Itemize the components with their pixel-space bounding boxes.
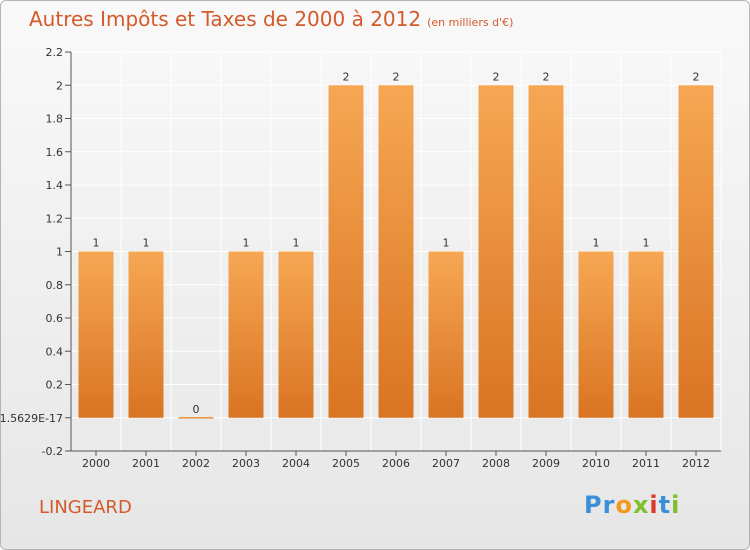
x-tick-label-2007: 2007 (432, 457, 460, 470)
bar-2008 (478, 85, 514, 418)
logo-letter: r (602, 491, 616, 519)
bar-2003 (228, 251, 264, 418)
data-label-2000: 1 (93, 237, 100, 250)
data-label-2007: 1 (443, 237, 450, 250)
bar-2007 (428, 251, 464, 418)
data-label-2008: 2 (493, 70, 500, 83)
y-tick-label: 0.4 (46, 345, 64, 358)
data-label-2004: 1 (293, 237, 300, 250)
bar-2005 (328, 85, 364, 418)
data-label-2012: 2 (693, 70, 700, 83)
data-label-2002: 0 (193, 403, 200, 416)
data-label-2003: 1 (243, 237, 250, 250)
bar-2000 (78, 251, 114, 418)
x-tick-label-2012: 2012 (682, 457, 710, 470)
y-tick-label: 1.4 (46, 179, 64, 192)
x-tick-label-2010: 2010 (582, 457, 610, 470)
logo-letter: P (584, 491, 603, 519)
x-tick-label-2011: 2011 (632, 457, 660, 470)
axes (65, 51, 721, 456)
chart-subtitle: (en milliers d'€) (427, 16, 514, 29)
data-label-2010: 1 (593, 237, 600, 250)
y-tick-label: 1.6 (46, 146, 64, 159)
data-label-2011: 1 (643, 237, 650, 250)
x-tick-label-2006: 2006 (382, 457, 410, 470)
bar-2009 (528, 85, 564, 418)
y-tick-label: 1 (56, 246, 63, 259)
logo-letter: o (615, 491, 633, 519)
x-tick-label-2004: 2004 (282, 457, 310, 470)
bars (78, 85, 714, 419)
y-tick-label: 1.2 (46, 212, 64, 225)
proxiti-logo[interactable]: Proxiti (584, 491, 680, 519)
logo-letter: i (671, 491, 681, 519)
logo-letter: x (632, 491, 650, 519)
y-tick-label: 2.2 (46, 46, 64, 59)
data-label-2006: 2 (393, 70, 400, 83)
data-label-2009: 2 (543, 70, 550, 83)
bar-2002 (178, 417, 214, 419)
bar-2004 (278, 251, 314, 418)
bar-2011 (628, 251, 664, 418)
bar-2001 (128, 251, 164, 418)
y-tick-label: 1.8 (46, 113, 64, 126)
chart-title-text: Autres Impôts et Taxes de 2000 à 2012 (29, 7, 422, 31)
x-tick-label-2002: 2002 (182, 457, 210, 470)
logo-letter: t (658, 491, 672, 519)
y-tick-label: 0.2 (46, 379, 64, 392)
data-label-2005: 2 (343, 70, 350, 83)
bar-2006 (378, 85, 414, 418)
y-tick-label: 2 (56, 79, 63, 92)
x-tick-label-2008: 2008 (482, 457, 510, 470)
logo-letter: i (649, 491, 659, 519)
y-tick-label: 0.8 (46, 279, 64, 292)
commune-name: LINGEARD (39, 497, 132, 518)
y-tick-label: 0.6 (46, 312, 64, 325)
y-tick-label: -1.5629E-17 (1, 412, 63, 425)
x-tick-label-2001: 2001 (132, 457, 160, 470)
chart-title: Autres Impôts et Taxes de 2000 à 2012 (en… (29, 7, 513, 31)
labels: -0.2 -1.5629E-17 0.2 0.4 0.6 0.8 1 1.2 1.4 1.6 1.8… (1, 46, 710, 470)
x-tick-label-2000: 2000 (82, 457, 110, 470)
x-tick-label-2005: 2005 (332, 457, 360, 470)
data-label-2001: 1 (143, 237, 150, 250)
bar-2010 (578, 251, 614, 418)
x-tick-label-2009: 2009 (532, 457, 560, 470)
bar-2012 (678, 85, 714, 418)
y-tick-label: -0.2 (42, 445, 63, 458)
x-tick-label-2003: 2003 (232, 457, 260, 470)
